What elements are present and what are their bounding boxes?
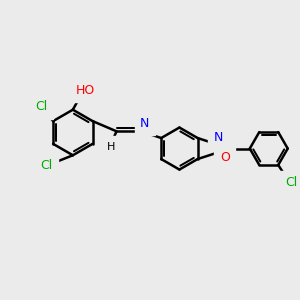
Text: Cl: Cl — [285, 176, 297, 189]
Text: H: H — [107, 142, 116, 152]
Text: N: N — [140, 117, 149, 130]
Text: O: O — [220, 151, 230, 164]
Text: HO: HO — [76, 84, 95, 97]
Text: Cl: Cl — [40, 159, 53, 172]
Text: Cl: Cl — [35, 100, 48, 113]
Text: N: N — [214, 131, 223, 144]
